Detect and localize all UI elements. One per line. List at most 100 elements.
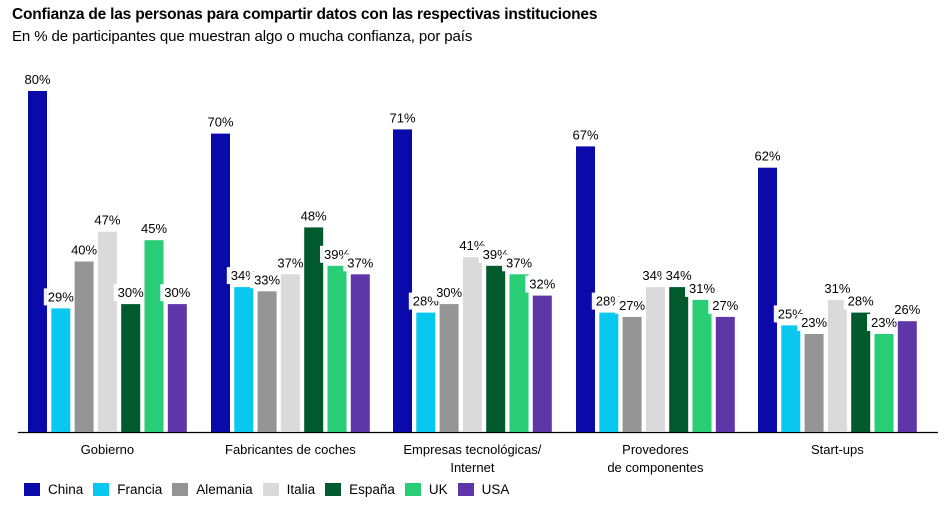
bar-usa: [532, 295, 552, 432]
data-label: 34%: [666, 268, 692, 283]
bar-alemania: [257, 291, 277, 432]
category-label: Gobierno: [81, 442, 134, 457]
legend-swatch: [172, 483, 189, 496]
bar-españa: [851, 312, 871, 432]
bar-uk: [692, 299, 712, 432]
bar-italia: [97, 231, 117, 432]
bar-china: [393, 129, 412, 432]
chart-title: Confianza de las personas para compartir…: [12, 6, 598, 23]
data-label-background: [797, 314, 832, 331]
bar-group: 70%34%33%37%48%39%37%: [207, 115, 378, 432]
legend-item: UK: [404, 482, 448, 497]
data-label: 31%: [689, 281, 715, 296]
category-label: Provedores: [622, 442, 689, 457]
bar-italia: [827, 299, 847, 432]
legend-item: China: [24, 482, 83, 497]
bar-alemania: [622, 316, 642, 432]
data-label: 37%: [277, 255, 303, 270]
bar-italia: [645, 287, 665, 432]
data-label: 30%: [118, 285, 144, 300]
legend-item: España: [325, 482, 395, 497]
legend-label: Alemania: [196, 482, 253, 497]
legend-label: Francia: [117, 482, 163, 497]
bar-francia: [51, 308, 71, 432]
data-label-background: [67, 241, 102, 259]
data-label-background: [273, 254, 308, 272]
data-label: 27%: [619, 298, 645, 313]
data-label-background: [502, 254, 536, 272]
bar-china: [211, 133, 230, 432]
bar-uk: [874, 334, 894, 432]
data-label: 48%: [301, 208, 327, 223]
legend-swatch: [325, 483, 342, 496]
data-label: 37%: [506, 255, 532, 270]
chart-subtitle: En % de participantes que muestran algo …: [12, 28, 473, 45]
data-label: 70%: [207, 115, 233, 130]
bar-españa: [121, 304, 141, 432]
legend-swatch: [404, 483, 421, 496]
data-label: 37%: [347, 255, 373, 270]
data-label: 47%: [94, 213, 120, 228]
data-label-background: [890, 301, 925, 319]
bar-usa: [897, 321, 917, 432]
category-label: Start-ups: [811, 442, 864, 457]
bar-uk: [144, 240, 164, 432]
legend-label: Italia: [286, 482, 316, 497]
bar-francia: [599, 312, 619, 432]
data-label: 31%: [824, 281, 850, 296]
bar-usa: [167, 304, 187, 432]
legend-label: UK: [428, 482, 448, 497]
data-label: 32%: [529, 277, 555, 292]
data-label-background: [296, 207, 331, 225]
data-label: 29%: [48, 289, 74, 304]
bar-alemania: [439, 304, 459, 432]
legend-swatch: [262, 483, 279, 496]
bar-group: 80% 29% 40% 47% 30% 45% 30%: [24, 72, 195, 432]
data-label: 33%: [254, 272, 280, 287]
data-label-background: [160, 284, 195, 302]
category-label: Fabricantes de coches: [225, 442, 356, 457]
data-label-background: [843, 292, 878, 310]
bar-china: [758, 167, 777, 432]
bar-francia: [781, 325, 801, 432]
data-label-background: [708, 296, 743, 314]
bar-group: 62%25%23%31%28%23%26%: [754, 149, 925, 432]
bar-china: [576, 146, 595, 432]
data-label: 67%: [572, 127, 598, 142]
data-label: 30%: [436, 285, 462, 300]
legend: China Francia Alemania Italia España UK USA: [24, 482, 519, 497]
data-label: 45%: [141, 221, 167, 236]
data-label-background: [113, 284, 148, 302]
legend-swatch: [457, 483, 474, 496]
legend-item: Francia: [93, 482, 162, 497]
data-label-background: [137, 220, 171, 238]
data-label-background: [343, 254, 378, 272]
category-label: de componentes: [607, 460, 704, 475]
data-label: 23%: [801, 315, 827, 330]
data-label: 71%: [389, 110, 415, 125]
bar-francia: [234, 287, 254, 432]
legend-label: USA: [481, 482, 510, 497]
data-label-background: [250, 271, 285, 289]
data-label-background: [90, 211, 125, 229]
bar-uk: [327, 265, 347, 432]
data-label: 62%: [754, 149, 780, 164]
legend-label: China: [48, 482, 84, 497]
bar-alemania: [804, 334, 824, 432]
bar-china: [28, 91, 47, 432]
bar-group: 67%28%27%34%34%31%27%: [572, 127, 743, 432]
bar-españa: [669, 287, 689, 432]
bar-chart: 80% 29% 40% 47% 30% 45% 30% Gobierno 70% 34% 33% 37…: [18, 72, 938, 475]
bar-alemania: [74, 261, 94, 432]
bar-usa: [715, 316, 735, 432]
data-label-background: [43, 288, 78, 306]
data-label-background: [615, 296, 650, 314]
data-label-background: [685, 279, 719, 297]
data-label: 80%: [24, 72, 50, 87]
legend-item: Alemania: [172, 482, 253, 497]
category-label: Empresas tecnológicas/: [403, 442, 541, 457]
data-label: 26%: [894, 302, 920, 317]
legend-item: Italia: [262, 482, 316, 497]
bar-españa: [304, 227, 324, 432]
data-label: 28%: [848, 294, 874, 309]
